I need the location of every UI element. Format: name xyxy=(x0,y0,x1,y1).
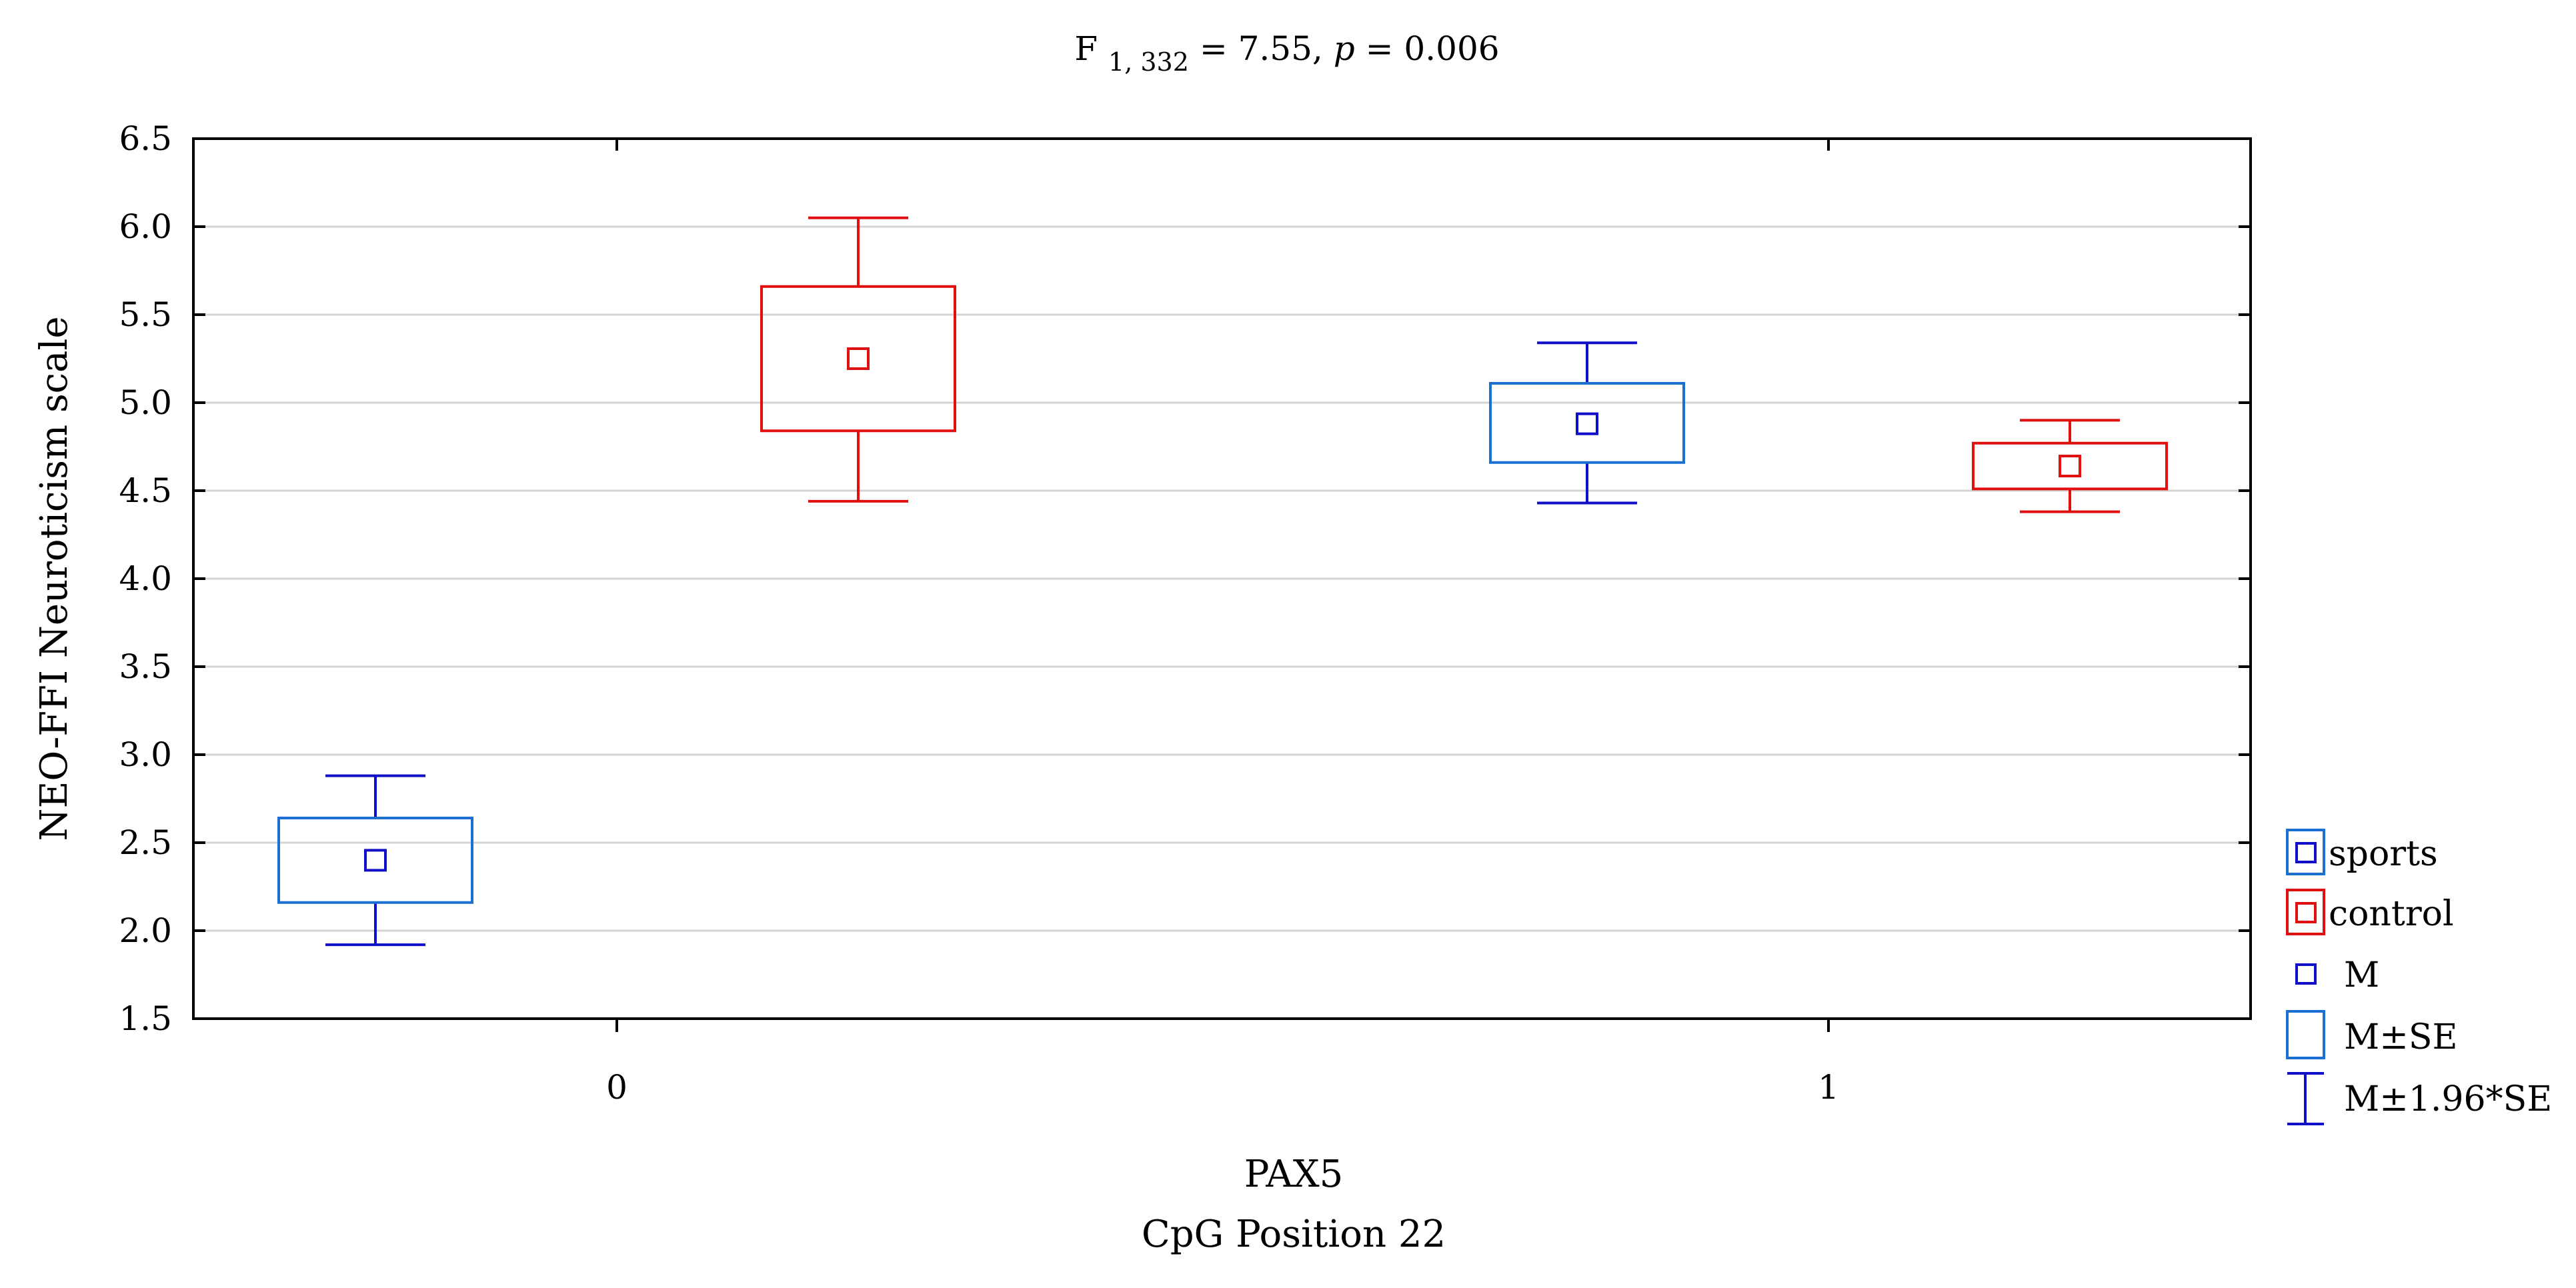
y-tick-label: 3.0 xyxy=(119,735,172,774)
legend-label: control xyxy=(2329,894,2454,934)
y-tick-label: 4.5 xyxy=(119,471,172,510)
legend-label: M xyxy=(2344,955,2379,995)
box-control-0 xyxy=(760,216,956,503)
mean-marker xyxy=(364,849,387,872)
box-sports-1 xyxy=(1489,341,1685,505)
legend-item-control: control xyxy=(2286,889,2454,935)
legend-item-M±SE: M±SE xyxy=(2286,1010,2457,1059)
mean-marker xyxy=(847,347,870,370)
box-sports-0 xyxy=(277,774,473,947)
se-box xyxy=(1972,441,2168,491)
y-tick-label: 2.0 xyxy=(119,911,172,950)
y-tick-label: 6.0 xyxy=(119,207,172,246)
y-tick-label: 2.5 xyxy=(119,823,172,862)
data-marks xyxy=(277,216,2168,947)
legend-label: M±SE xyxy=(2344,1017,2457,1057)
x-tick-label: 0 xyxy=(606,1068,627,1107)
legend-swatch-box xyxy=(2286,829,2325,875)
y-tick-label: 3.5 xyxy=(119,647,172,686)
legend-swatch-box xyxy=(2286,889,2325,935)
x-tick-label: 1 xyxy=(1818,1068,1839,1107)
legend-se-symbol xyxy=(2286,1010,2325,1059)
legend-item-M: M xyxy=(2295,955,2379,995)
y-axis-title: NEO-FFI Neuroticism scale xyxy=(33,317,76,841)
title-p-value: = 0.006 xyxy=(1366,29,1500,68)
se-box xyxy=(277,817,473,904)
mean-marker xyxy=(1576,412,1598,435)
chart-title: F 1, 332 = 7.55, p = 0.006 xyxy=(1074,29,1499,79)
legend-mean-symbol xyxy=(2295,963,2317,985)
se-box xyxy=(1489,381,1685,464)
grid-lines xyxy=(193,225,2251,932)
se-box xyxy=(760,285,956,433)
y-tick-label: 5.5 xyxy=(119,295,172,334)
title-statistic: = 7.55, xyxy=(1200,29,1334,68)
y-axis: 1.5 2.0 2.5 3.0 3.5 4.0 4.5 5.0 5.5 6.0 6.5 xyxy=(119,119,2251,1038)
y-tick-label: 1.5 xyxy=(119,999,172,1038)
box-control-1 xyxy=(1972,419,2168,513)
legend-label: sports xyxy=(2329,834,2438,874)
legend-item-M±1.96*SE: M±1.96*SE xyxy=(2287,1072,2552,1125)
title-p-symbol: p xyxy=(1334,29,1355,68)
mean-marker xyxy=(2059,455,2081,478)
legend: sports control M M±SE M±1.96*SE xyxy=(2286,829,2552,1125)
x-axis-title-line1: PAX5 xyxy=(1244,1153,1343,1196)
legend-label: M±1.96*SE xyxy=(2344,1079,2552,1119)
y-tick-label: 4.0 xyxy=(119,559,172,598)
y-tick-label: 6.5 xyxy=(119,119,172,158)
title-f-symbol: F xyxy=(1074,29,1098,68)
y-tick-label: 5.0 xyxy=(119,383,172,422)
legend-swatch-mean xyxy=(2295,902,2317,923)
x-axis-title-line2: CpG Position 22 xyxy=(1142,1213,1446,1256)
legend-item-sports: sports xyxy=(2286,829,2438,875)
legend-swatch-mean xyxy=(2295,842,2317,863)
plot-frame xyxy=(192,137,2252,1020)
title-degrees-of-freedom: 1, 332 xyxy=(1108,47,1189,77)
